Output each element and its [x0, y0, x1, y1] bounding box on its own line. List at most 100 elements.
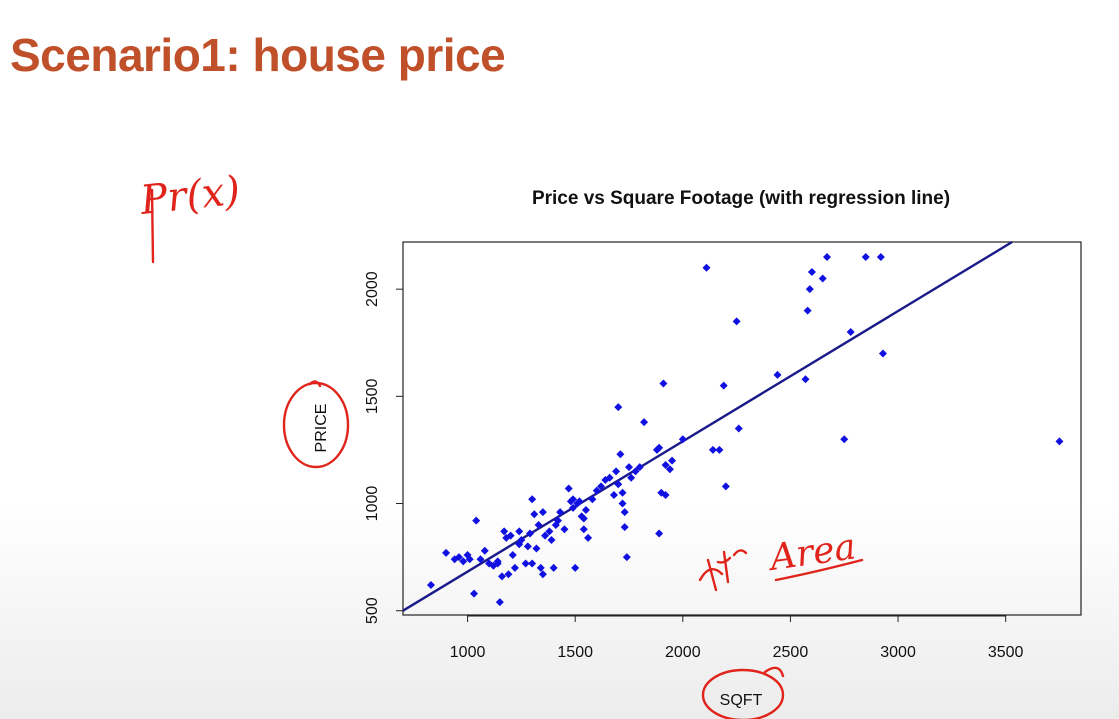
data-point: [470, 589, 479, 598]
data-points: [426, 253, 1064, 607]
data-point: [569, 503, 578, 512]
data-point: [588, 495, 597, 504]
data-point: [678, 435, 687, 444]
data-point: [581, 505, 590, 514]
y-tick-label: 500: [364, 597, 381, 624]
data-point: [495, 598, 504, 607]
data-point: [569, 495, 578, 504]
data-point: [564, 484, 573, 493]
data-point: [560, 525, 569, 534]
handwritten-prx-stem: [150, 188, 155, 264]
data-point: [515, 540, 524, 549]
data-point: [515, 527, 524, 536]
data-point: [480, 546, 489, 555]
data-point: [807, 268, 816, 277]
data-point: [472, 516, 481, 525]
data-point: [547, 535, 556, 544]
slide-title: Scenario1: house price: [10, 29, 506, 81]
data-point: [504, 570, 513, 579]
x-tick-label: 3500: [988, 644, 1024, 661]
data-point: [510, 563, 519, 572]
y-tick-label: 2000: [364, 271, 381, 307]
data-point: [668, 456, 677, 465]
handwritten-area-underline: [774, 558, 864, 582]
plot-frame: [402, 241, 1082, 616]
data-point: [525, 529, 534, 538]
handwritten-prx: Pr(x): [137, 168, 242, 224]
x-tick-label: 2000: [665, 644, 701, 661]
data-point: [592, 486, 601, 495]
y-axis: 500 1000 1500 2000: [364, 271, 403, 624]
data-point: [661, 460, 670, 469]
data-point: [734, 424, 743, 433]
data-point: [556, 508, 565, 517]
chart-title: Price vs Square Footage (with regression…: [532, 188, 950, 209]
sqft-circle-mark: [701, 668, 785, 719]
y-axis-label: PRICE: [313, 404, 330, 453]
data-point: [549, 563, 558, 572]
data-point: [622, 553, 631, 562]
data-point: [614, 403, 623, 412]
data-point: [732, 317, 741, 326]
data-point: [659, 379, 668, 388]
data-point: [538, 508, 547, 517]
x-axis-label: SQFT: [720, 692, 763, 709]
x-axis: 1000 1500 2000 2500 3000 3500: [450, 615, 1024, 661]
data-point: [801, 375, 810, 384]
data-point: [532, 544, 541, 553]
data-point: [631, 467, 640, 476]
regression-line: [402, 240, 1013, 612]
data-point: [715, 445, 724, 454]
data-point: [454, 553, 463, 562]
data-point: [620, 508, 629, 517]
sqft-circle-tail: [763, 666, 785, 678]
data-point: [528, 559, 537, 568]
data-point: [506, 531, 515, 540]
data-point: [575, 497, 584, 506]
data-point: [597, 482, 606, 491]
data-point: [840, 435, 849, 444]
data-point: [625, 463, 633, 472]
data-point: [476, 555, 485, 564]
price-circle-mark: [282, 381, 350, 469]
data-point: [876, 253, 885, 262]
data-point: [655, 529, 664, 538]
data-point: [459, 557, 468, 566]
data-point: [773, 370, 782, 379]
data-point: [878, 349, 887, 358]
data-point: [823, 253, 832, 262]
data-point: [500, 527, 509, 536]
data-point: [818, 274, 827, 283]
data-point: [493, 557, 502, 566]
data-point: [538, 570, 547, 579]
data-point: [640, 418, 649, 427]
data-point: [426, 580, 435, 589]
data-point: [521, 559, 530, 568]
data-point: [635, 463, 644, 472]
data-point: [579, 514, 588, 523]
data-point: [861, 253, 870, 262]
data-point: [702, 263, 711, 272]
data-point: [708, 445, 717, 454]
data-point: [618, 499, 627, 508]
data-point: [498, 572, 507, 581]
data-point: [1055, 437, 1064, 446]
data-point: [528, 495, 537, 504]
data-point: [584, 533, 593, 542]
data-point: [553, 516, 562, 525]
data-point: [541, 531, 550, 540]
data-point: [523, 542, 532, 551]
data-point: [721, 482, 730, 491]
price-circle-tail: [308, 380, 322, 388]
data-point: [805, 285, 814, 294]
data-point: [661, 490, 670, 499]
handwritten-annotations: Pr(x) Area: [137, 168, 864, 719]
data-point: [620, 523, 629, 532]
y-tick-label: 1000: [364, 486, 381, 522]
data-point: [616, 450, 625, 459]
data-point: [530, 510, 539, 519]
y-tick-label: 1500: [364, 378, 381, 414]
data-point: [609, 490, 618, 499]
data-point: [534, 520, 543, 529]
data-point: [508, 550, 517, 559]
